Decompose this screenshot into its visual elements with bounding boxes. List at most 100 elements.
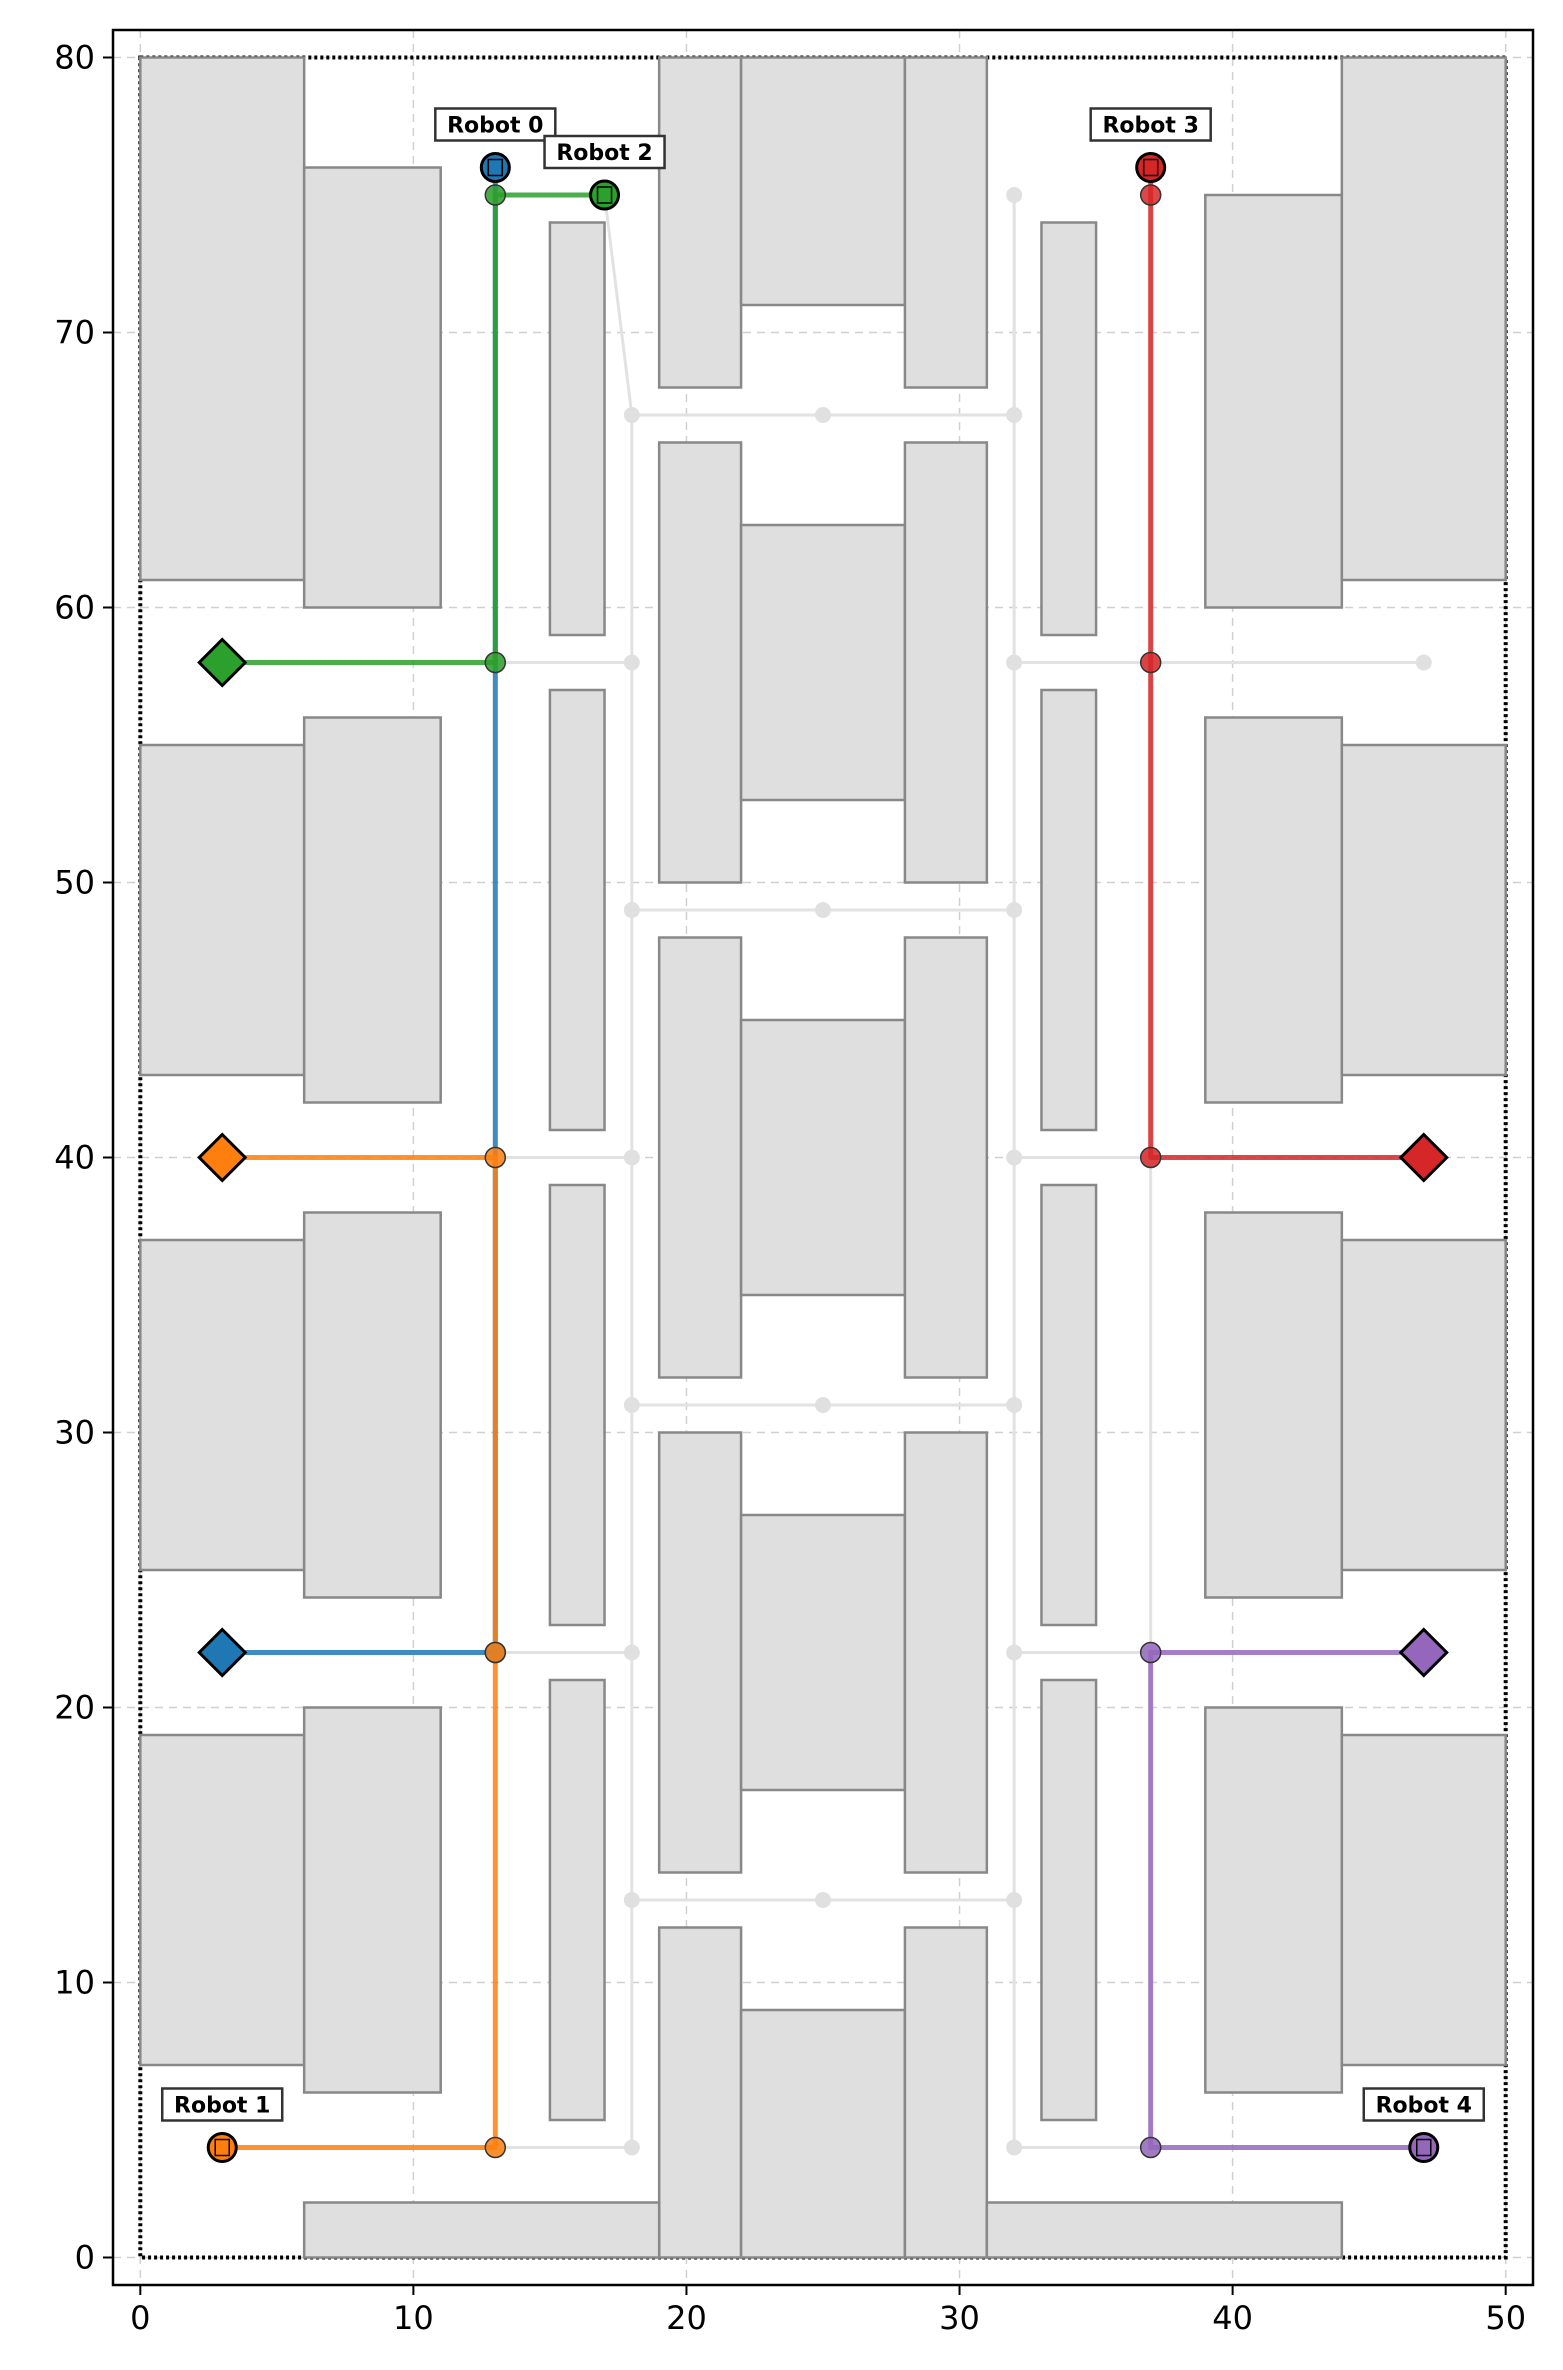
obstacle: [302, 2201, 661, 2259]
obstacle: [739, 2008, 907, 2259]
robot-path: [222, 192, 605, 665]
x-tick-label: 50: [1485, 2299, 1526, 2337]
obstacle: [739, 1018, 907, 1297]
roadmap-node: [1006, 2139, 1023, 2156]
obstacle: [1340, 743, 1507, 1077]
roadmap-node: [623, 654, 640, 671]
roadmap-node: [623, 2139, 640, 2156]
obstacle: [739, 1513, 907, 1792]
obstacle: [1204, 716, 1344, 1104]
x-tick-label: 10: [393, 2299, 434, 2337]
goal-marker: [1398, 1132, 1449, 1183]
roadmap-node: [1006, 902, 1023, 918]
obstacle: [1340, 1238, 1507, 1572]
roadmap-node: [815, 902, 831, 918]
obstacle: [903, 56, 989, 389]
obstacle: [1040, 1183, 1098, 1627]
robot-markers: [197, 152, 1449, 2163]
obstacle: [1204, 1211, 1344, 1599]
roadmap-node: [815, 1892, 831, 1908]
obstacles: [138, 55, 1508, 2260]
obstacle: [739, 523, 907, 802]
robot-label: Robot 1: [160, 2087, 284, 2122]
obstacle: [548, 688, 606, 1132]
roadmap-node: [1006, 187, 1023, 203]
obstacle: [139, 1733, 306, 2067]
obstacle: [1204, 1706, 1344, 2094]
y-tick-label: 60: [54, 589, 95, 627]
obstacle: [657, 441, 743, 884]
obstacle: [657, 56, 743, 389]
goal-marker: [197, 1132, 248, 1183]
y-tick-label: 50: [54, 864, 95, 902]
obstacle: [657, 936, 743, 1379]
y-tick-label: 40: [54, 1139, 95, 1177]
y-tick-label: 70: [54, 314, 95, 352]
axes: 0 10 20 30 40 50 0 10 20 30 40 50 60 70 80: [54, 28, 1535, 2337]
robot-label-box: [160, 2087, 284, 2122]
roadmap-node: [815, 1397, 831, 1413]
waypoint-marker: [484, 651, 507, 674]
roadmap-node: [623, 1397, 640, 1413]
waypoint-marker: [484, 1641, 507, 1664]
roadmap-node: [623, 1892, 640, 1908]
robot-body-icon: [214, 2138, 230, 2157]
roadmap-node: [623, 902, 640, 918]
roadmap-node: [623, 1149, 640, 1166]
obstacle: [1204, 193, 1344, 609]
obstacle: [903, 936, 989, 1379]
y-tick-label: 80: [54, 39, 95, 77]
x-tick-label: 40: [1212, 2299, 1253, 2337]
robot-labels: Robot 0 Robot 1 Robot 2 Robot 3 Robot 4: [160, 107, 1486, 2122]
y-tick-label: 20: [54, 1689, 95, 1727]
waypoint-marker: [484, 1146, 507, 1169]
obstacle: [548, 1678, 606, 2122]
roadmap-node: [1006, 1892, 1023, 1908]
roadmap-node: [1006, 407, 1023, 423]
waypoint-marker: [1139, 2136, 1162, 2159]
robot-label: Robot 4: [1362, 2087, 1486, 2122]
y-tick-label: 30: [54, 1414, 95, 1452]
x-tick-label: 20: [666, 2299, 707, 2337]
robot-body-icon: [596, 186, 613, 204]
x-tick-label: 30: [939, 2299, 980, 2337]
waypoint-marker: [1139, 1641, 1162, 1664]
obstacle: [903, 1431, 989, 1874]
y-tick-label: 10: [54, 1964, 95, 2002]
robot-label-box: [434, 107, 557, 142]
waypoint-marker: [484, 184, 507, 206]
robot-label: Robot 0: [434, 107, 557, 142]
x-tick-label: 0: [130, 2299, 150, 2337]
roadmap-node: [623, 1644, 640, 1661]
robot-body-icon: [1142, 158, 1159, 177]
obstacle: [548, 1183, 606, 1627]
goal-marker: [1398, 1627, 1449, 1678]
robot-label-text: Robot 3: [1102, 114, 1198, 139]
obstacle: [657, 1926, 743, 2259]
obstacle: [985, 2201, 1344, 2259]
roadmap-node: [1415, 654, 1432, 671]
obstacle: [1340, 56, 1507, 582]
roadmap-edge: [603, 194, 634, 416]
obstacle: [1040, 688, 1098, 1132]
goal-marker: [197, 637, 248, 688]
robot-label-box: [1362, 2087, 1486, 2122]
waypoint-marker: [1139, 1146, 1162, 1169]
obstacle: [1340, 1733, 1507, 2067]
waypoint-marker: [1139, 651, 1162, 674]
robot-label-text: Robot 0: [447, 114, 543, 139]
obstacle: [903, 441, 989, 884]
obstacle: [903, 1926, 989, 2259]
roadmap-node: [1006, 654, 1023, 671]
roadmap-node: [1006, 1397, 1023, 1413]
robot-path: [1148, 1650, 1424, 2150]
roadmap-node: [623, 407, 640, 423]
obstacle: [1040, 1678, 1098, 2122]
obstacle: [1040, 221, 1098, 637]
robot-body-icon: [487, 158, 504, 177]
goal-marker: [197, 1627, 248, 1678]
roadmap-node: [1006, 1644, 1023, 1661]
y-tick-label: 0: [75, 2239, 95, 2277]
robot-label: Robot 2: [543, 134, 666, 170]
